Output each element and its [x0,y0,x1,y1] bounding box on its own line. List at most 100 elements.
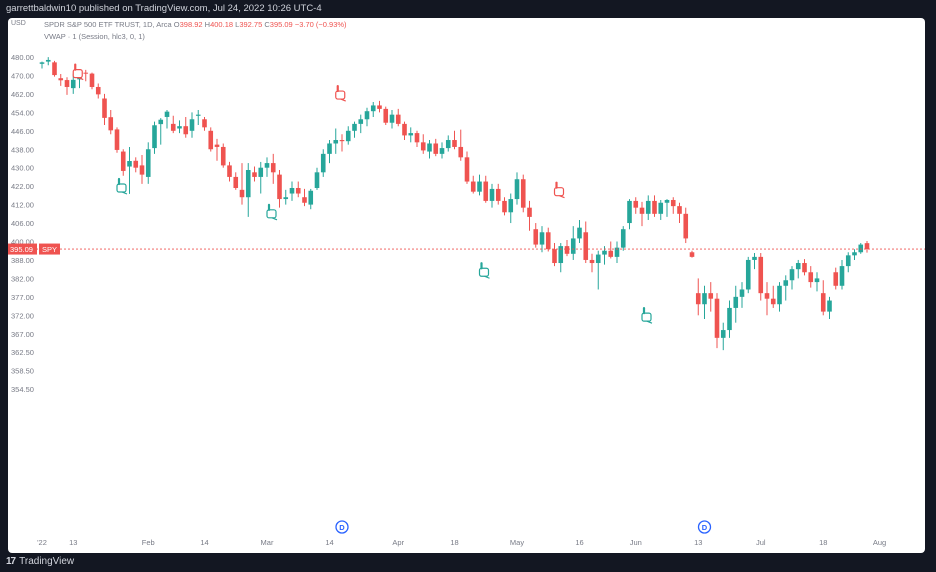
candle-body [620,229,626,248]
x-tick-label: 18 [819,538,827,547]
candle [308,188,314,210]
candle [670,197,676,214]
candle-body [652,200,657,214]
indicator-legend[interactable]: VWAP · 1 (Session, hlc3, 0, 1) [44,32,145,41]
candle-body [539,232,545,245]
candle-body [83,72,89,74]
candle-body [802,263,807,273]
x-tick-label: 14 [325,538,333,547]
candle [170,115,176,134]
candle-body [670,199,676,207]
candle-body [664,199,670,203]
high-label: H [204,20,211,29]
candle-body [158,119,164,125]
candle-body [214,144,220,147]
x-tick-label: Feb [142,538,155,547]
candle-body [445,140,451,149]
candle-body [308,190,314,205]
candle [489,183,495,208]
candle [314,167,320,190]
low-value: 392.75 [239,20,263,29]
candle [789,266,795,290]
candle-body [464,157,470,182]
candle [552,243,557,267]
candle [302,188,307,207]
candle [189,112,195,138]
candle-body [145,149,151,177]
candle [139,155,145,184]
candle [708,282,714,312]
candle [339,134,345,152]
candle-body [414,133,420,143]
candle [545,227,551,252]
candle [714,293,720,349]
open-label: O [173,20,180,29]
candle [195,110,201,126]
symbol-tag: SPY [42,245,57,254]
candle [514,172,520,205]
x-tick-label: Aug [873,538,886,547]
candle [477,174,482,196]
chart-panel[interactable]: USD SPDR S&P 500 ETF TRUST, 1D, Arca O39… [8,18,925,553]
candle-body [358,119,364,124]
candle-body [633,200,639,208]
candle-body [239,189,245,198]
candle-body [814,278,820,283]
candle [758,253,764,301]
candle-body [483,181,489,201]
candle-body [377,105,382,109]
high-value: 400.18 [210,20,234,29]
candle [683,207,689,244]
candle-body [720,330,726,338]
candle [664,199,670,217]
candle-body [314,172,320,188]
candle-body [808,272,814,283]
candle-body [283,197,289,200]
candle [158,118,164,145]
candle-body [202,119,207,128]
candle-body [833,272,839,286]
candle-body [133,160,139,168]
candle [533,223,539,248]
candle-body [277,174,282,200]
candle [439,142,445,159]
tradingview-logo-mark: 17 [6,556,16,567]
candle-body [502,200,507,213]
dividend-marker-icon[interactable]: D [335,520,349,534]
candle-body [783,280,789,286]
last-price-tag-bg [8,243,37,255]
candle-body [127,161,132,167]
candle [202,116,207,131]
y-tick-label: 377.00 [11,293,34,302]
candle [620,226,626,251]
candlestick-chart[interactable]: 480.00 470.00 462.00 454.00 446.00 438.00 430.… [8,18,925,553]
y-tick-label: 462.00 [11,90,34,99]
candle [220,143,226,168]
candle-body [139,165,145,175]
candle [783,275,789,301]
candle [702,285,707,319]
candle [527,200,532,231]
candle-body [389,114,395,123]
candle [677,202,682,224]
candle [58,73,64,86]
y-tick-label: 358.50 [11,367,34,376]
symbol-name: SPDR S&P 500 ETF TRUST, 1D, Arca [44,20,172,29]
x-tick-label: 13 [694,538,702,547]
candle [458,129,464,161]
buy-hand-icon [266,203,278,221]
candle-body [514,179,520,200]
low-label: L [235,20,240,29]
dividend-marker-icon[interactable]: D [697,520,712,534]
candle [627,199,632,230]
candle [95,83,101,99]
symbol-legend[interactable]: SPDR S&P 500 ETF TRUST, 1D, Arca O398.92… [44,20,347,29]
candle-body [52,62,57,76]
candle-body [820,293,826,312]
candle-body [770,298,776,305]
candle-body [708,293,714,299]
candle-body [827,300,832,312]
y-tick-label: 382.00 [11,274,34,283]
tradingview-logo[interactable]: 17 TradingView [6,556,74,567]
